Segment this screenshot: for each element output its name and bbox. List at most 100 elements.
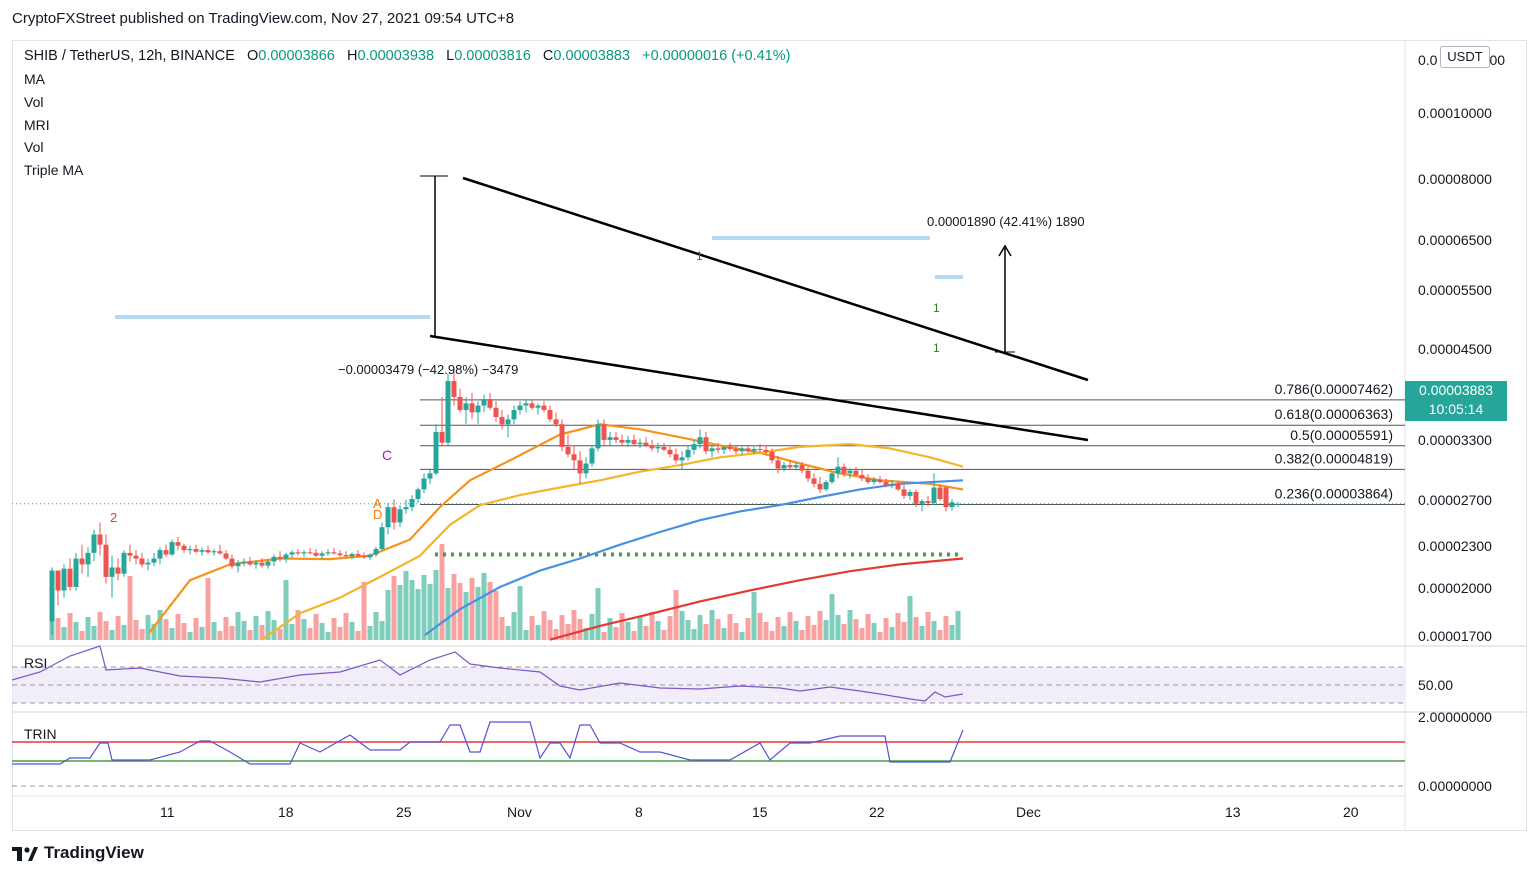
candle-body bbox=[475, 405, 481, 413]
candle-body bbox=[241, 561, 247, 563]
legend-vol[interactable]: Vol bbox=[24, 94, 44, 110]
volume-bar bbox=[259, 625, 265, 640]
moving-average-line bbox=[549, 557, 964, 641]
candle-body bbox=[907, 491, 913, 496]
candle bbox=[949, 498, 955, 511]
candle bbox=[727, 442, 733, 452]
candle bbox=[211, 549, 217, 556]
candle bbox=[223, 550, 229, 561]
last-price-label: 0.00003883 10:05:14 bbox=[1405, 381, 1507, 421]
candle-body bbox=[73, 558, 79, 587]
candle bbox=[307, 547, 313, 555]
candle bbox=[889, 480, 895, 489]
candle bbox=[301, 550, 307, 557]
candle bbox=[523, 399, 529, 413]
candle-body bbox=[409, 498, 415, 508]
fib-label: 0.382(0.00004819) bbox=[1275, 450, 1393, 466]
symbol-pair[interactable]: SHIB / TetherUS, 12h, BINANCE bbox=[24, 48, 235, 64]
candle-body bbox=[301, 552, 307, 554]
candle bbox=[793, 461, 799, 471]
rsi-panel-label[interactable]: RSI bbox=[24, 655, 48, 671]
candle-body bbox=[601, 424, 607, 440]
candle-body bbox=[817, 483, 823, 490]
candle bbox=[769, 448, 775, 464]
candle-body bbox=[775, 460, 781, 469]
candle bbox=[919, 498, 925, 512]
candle bbox=[517, 401, 523, 415]
candle bbox=[91, 529, 97, 562]
candle bbox=[583, 457, 589, 479]
candle-body bbox=[847, 470, 853, 474]
candle-body bbox=[139, 558, 145, 565]
candle bbox=[943, 485, 949, 512]
volume-bar bbox=[751, 592, 757, 640]
candle-body bbox=[253, 562, 259, 565]
candle bbox=[343, 551, 349, 558]
candle-body bbox=[901, 489, 907, 496]
currency-badge[interactable]: USDT bbox=[1440, 46, 1490, 68]
candle bbox=[271, 554, 277, 567]
candle bbox=[457, 388, 463, 413]
candle bbox=[571, 445, 577, 471]
candle-body bbox=[691, 444, 697, 450]
candle bbox=[145, 558, 151, 571]
volume-bar bbox=[691, 629, 697, 640]
candle bbox=[751, 446, 757, 455]
volume-bar bbox=[913, 617, 919, 640]
legend-mri[interactable]: MRI bbox=[24, 117, 50, 133]
candle bbox=[853, 466, 859, 477]
legend-vol-2[interactable]: Vol bbox=[24, 139, 44, 155]
candle-body bbox=[919, 500, 925, 504]
candle bbox=[895, 480, 901, 492]
tradingview-logo[interactable]: TradingView bbox=[12, 843, 144, 863]
time-axis-label: 15 bbox=[752, 804, 768, 820]
candle-body bbox=[187, 549, 193, 551]
price-axis-label: 0.00001700 bbox=[1418, 628, 1492, 644]
candle bbox=[811, 473, 817, 488]
tradingview-logo-icon bbox=[12, 846, 38, 861]
candle bbox=[697, 429, 703, 449]
candle bbox=[229, 554, 235, 569]
volume-bar bbox=[547, 620, 553, 640]
candle bbox=[433, 424, 439, 476]
candle-body bbox=[511, 410, 517, 420]
candle bbox=[373, 546, 379, 557]
candle bbox=[871, 476, 877, 485]
candle bbox=[733, 444, 739, 455]
high-value: 0.00003938 bbox=[357, 48, 435, 64]
candle-body bbox=[427, 473, 433, 479]
candle-body bbox=[367, 554, 373, 558]
candle bbox=[577, 451, 583, 484]
volume-bar bbox=[931, 621, 937, 640]
volume-bar bbox=[457, 583, 463, 640]
candle bbox=[829, 471, 835, 484]
candle-body bbox=[787, 465, 793, 468]
candle bbox=[823, 480, 829, 492]
legend-ma[interactable]: MA bbox=[24, 71, 45, 87]
candle-body bbox=[859, 475, 865, 479]
volume-bar bbox=[559, 615, 565, 640]
candle-body bbox=[769, 451, 775, 461]
legend-triple-ma[interactable]: Triple MA bbox=[24, 162, 84, 178]
candle bbox=[193, 544, 199, 553]
volume-bar bbox=[127, 576, 133, 640]
candle bbox=[277, 551, 283, 562]
candle bbox=[805, 466, 811, 483]
volume-bar bbox=[295, 610, 301, 640]
candle-body bbox=[391, 507, 397, 523]
trin-panel-label[interactable]: TRIN bbox=[24, 726, 57, 742]
candle bbox=[385, 503, 391, 535]
volume-bar bbox=[313, 614, 319, 640]
candle-body bbox=[799, 465, 805, 471]
candle-body bbox=[313, 552, 319, 556]
candle bbox=[613, 431, 619, 443]
volume-bar bbox=[907, 596, 913, 640]
candle-body bbox=[889, 483, 895, 486]
time-axis-label: 11 bbox=[160, 804, 175, 820]
volume-bar bbox=[379, 621, 385, 640]
volume-bar bbox=[265, 611, 271, 640]
candle bbox=[331, 547, 337, 555]
volume-bar bbox=[325, 632, 331, 640]
candle-body bbox=[865, 478, 871, 483]
